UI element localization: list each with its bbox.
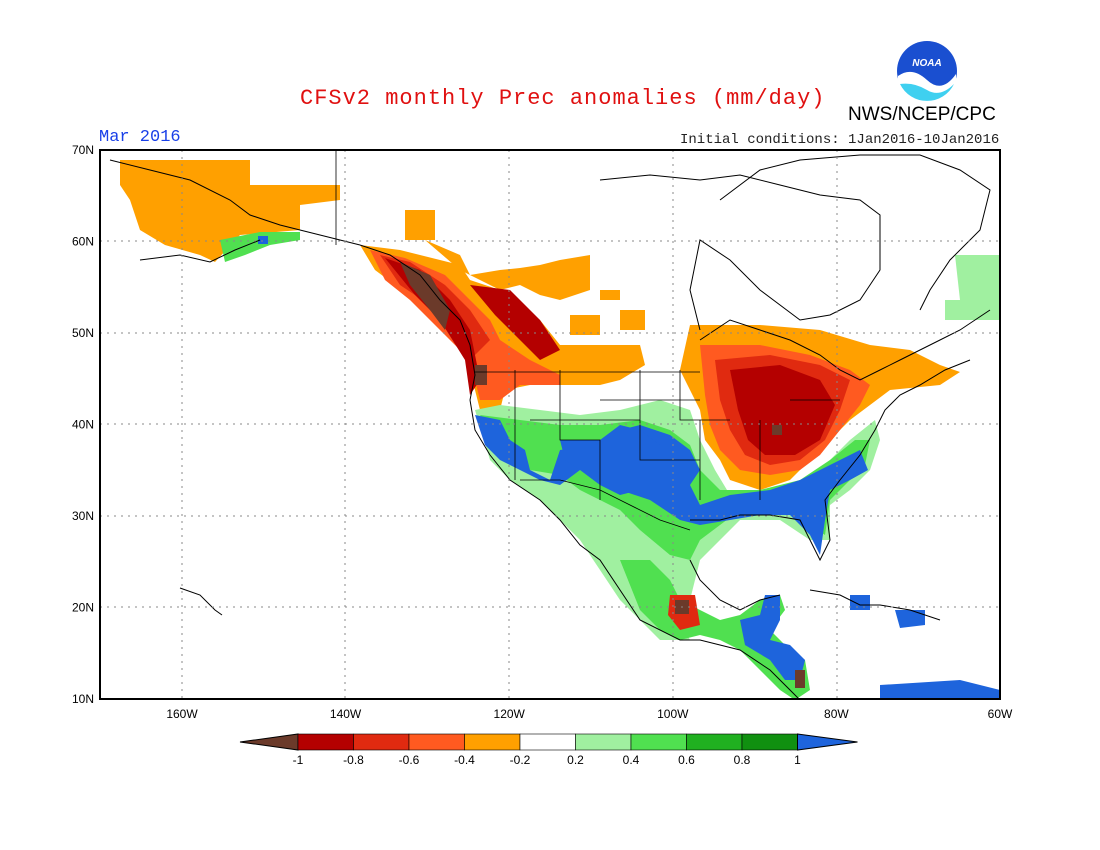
- initial-conditions: Initial conditions: 1Jan2016-10Jan2016: [680, 132, 1000, 148]
- plot-frame: [99, 149, 1001, 700]
- colorbar-swatch: [741, 733, 798, 751]
- colorbar-swatch: [519, 733, 576, 751]
- longitude-labels: 160W 140W 120W 100W 80W 60W: [166, 707, 1013, 721]
- colorbar-swatch: [353, 733, 410, 751]
- lat-label: 50N: [72, 326, 94, 340]
- lat-label: 10N: [72, 692, 94, 706]
- colorbar-low-arrow: [239, 733, 299, 751]
- colorbar-tick-label: -0.6: [399, 753, 420, 767]
- colorbar-tick-label: 0.8: [734, 753, 751, 767]
- colorbar-tick-label: -0.2: [510, 753, 531, 767]
- colorbar: [239, 733, 858, 751]
- colorbar-tick-label: -1: [293, 753, 304, 767]
- colorbar-swatch: [686, 733, 743, 751]
- lat-label: 30N: [72, 509, 94, 523]
- noaa-logo-icon: NOAA: [897, 41, 957, 102]
- colorbar-high-arrow: [797, 733, 858, 751]
- forecast-month: Mar 2016: [99, 128, 181, 147]
- colorbar-swatch: [464, 733, 521, 751]
- lat-label: 40N: [72, 418, 94, 432]
- colorbar-tick-label: -0.8: [343, 753, 364, 767]
- lon-label: 80W: [824, 707, 849, 721]
- colorbar-tick-label: -0.4: [454, 753, 475, 767]
- borders: [335, 150, 840, 531]
- lon-label: 120W: [494, 707, 526, 721]
- colorbar-swatch: [408, 733, 465, 751]
- lat-label: 20N: [72, 601, 94, 615]
- lon-label: 140W: [330, 707, 362, 721]
- colorbar-swatch: [630, 733, 687, 751]
- coastlines: [109, 154, 991, 699]
- latitude-labels: 70N 60N 50N 40N 30N 20N 10N: [72, 143, 94, 706]
- colorbar-tick-label: 0.2: [567, 753, 584, 767]
- svg-text:NOAA: NOAA: [912, 58, 941, 69]
- agency-label: NWS/NCEP/CPC: [848, 104, 996, 125]
- lon-label: 60W: [988, 707, 1013, 721]
- colorbar-labels: -1 -0.8 -0.6 -0.4 -0.2 0.2 0.4 0.6 0.8 1: [293, 753, 801, 767]
- colorbar-tick-label: 0.4: [623, 753, 640, 767]
- lat-label: 70N: [72, 143, 94, 157]
- chart-title: CFSv2 monthly Prec anomalies (mm/day): [300, 86, 826, 111]
- colorbar-tick-label: 1: [794, 753, 801, 767]
- gridlines: [100, 150, 1000, 699]
- colorbar-swatch: [575, 733, 632, 751]
- lon-label: 100W: [657, 707, 689, 721]
- lat-label: 60N: [72, 235, 94, 249]
- colorbar-tick-label: 0.6: [678, 753, 695, 767]
- lon-label: 160W: [166, 707, 198, 721]
- anomaly-shading: [120, 160, 1000, 699]
- colorbar-swatch: [297, 733, 354, 751]
